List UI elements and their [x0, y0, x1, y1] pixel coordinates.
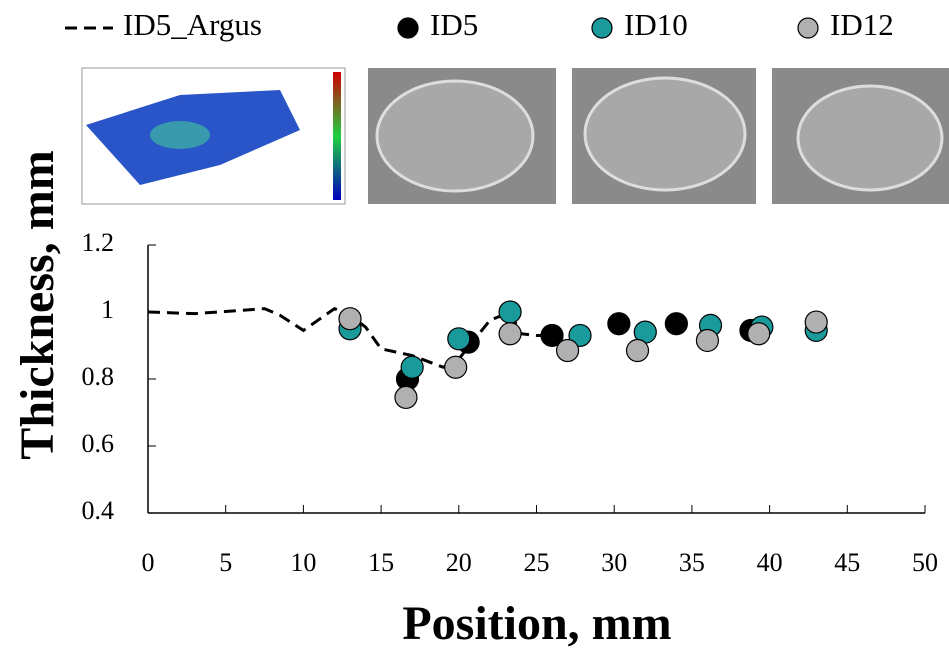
x-tick-label: 35 — [679, 548, 705, 577]
legend-label: ID10 — [624, 7, 688, 42]
y-tick-label: 1 — [101, 295, 114, 324]
data-point — [498, 300, 522, 324]
legend-swatch — [797, 17, 819, 39]
x-tick-label: 20 — [446, 548, 472, 577]
photo-dome — [375, 79, 535, 193]
x-axis-title: Position, mm — [402, 597, 671, 650]
data-point — [747, 322, 771, 346]
legend-swatch — [591, 17, 613, 39]
data-point — [695, 328, 720, 353]
colorbar — [333, 72, 341, 200]
x-tick-label: 45 — [834, 548, 860, 577]
legend-swatch — [397, 17, 419, 39]
data-point — [498, 322, 522, 346]
x-tick-label: 0 — [142, 548, 155, 577]
data-point — [625, 338, 650, 363]
data-point — [555, 338, 580, 363]
data-point — [444, 355, 468, 379]
x-tick-label: 40 — [757, 548, 783, 577]
x-tick-label: 25 — [524, 548, 550, 577]
photo-dome — [796, 84, 944, 192]
y-tick-label: 0.4 — [82, 496, 115, 525]
photo-dome — [583, 76, 747, 192]
y-tick-label: 1.2 — [82, 228, 115, 257]
legend-label: ID5_Argus — [123, 7, 262, 42]
data-point — [664, 312, 688, 336]
data-point — [540, 323, 564, 348]
y-tick-label: 0.8 — [82, 362, 115, 391]
y-tick-label: 0.6 — [82, 429, 115, 458]
x-tick-label: 15 — [368, 548, 394, 577]
x-tick-label: 10 — [290, 548, 316, 577]
contour-hotspot — [150, 121, 210, 149]
x-tick-label: 30 — [601, 548, 627, 577]
data-point — [394, 385, 418, 410]
x-tick-label: 5 — [219, 548, 232, 577]
data-point — [568, 323, 592, 348]
data-point — [804, 310, 828, 334]
legend-label: ID5 — [430, 7, 478, 42]
data-point — [400, 355, 424, 379]
legend-label: ID12 — [830, 7, 894, 42]
data-point — [338, 307, 362, 331]
image-strip — [81, 67, 949, 205]
y-axis-title: Thickness, mm — [11, 150, 64, 459]
x-tick-label: 50 — [912, 548, 938, 577]
data-point — [447, 327, 471, 351]
data-point — [607, 312, 631, 336]
